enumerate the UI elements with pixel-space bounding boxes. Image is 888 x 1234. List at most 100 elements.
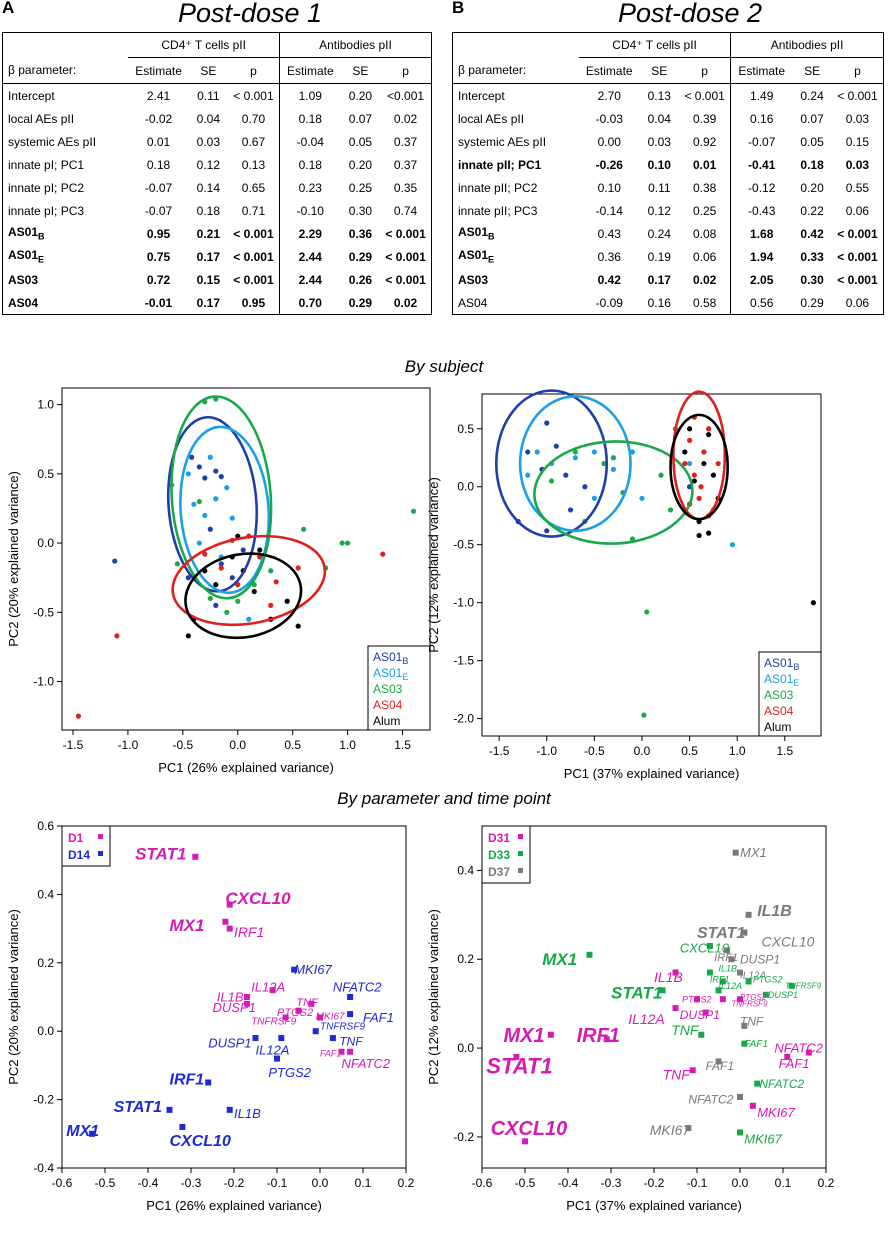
table-row: innate pI; PC1 0.18 0.12 0.13 0.18 0.20 0.37 <box>3 153 432 176</box>
data-point <box>224 609 230 615</box>
cell-se2: 0.05 <box>800 134 824 149</box>
gene-label: TNFRSF9 <box>785 982 822 991</box>
cell-e1: 2.41 <box>146 88 171 103</box>
cell-se1: 0.17 <box>196 295 221 310</box>
gene-marker <box>317 1014 323 1021</box>
legend-marker <box>98 851 103 856</box>
data-point <box>698 484 704 490</box>
gene-label: NFATC2 <box>333 979 382 994</box>
gene-label: DUSP1 <box>208 1036 251 1051</box>
gene-label: MKI67 <box>650 1122 692 1138</box>
cell-se1: 0.04 <box>196 111 221 126</box>
gene-label: STAT1 <box>114 1099 162 1116</box>
data-point <box>610 466 617 472</box>
x-tick-label: 0.1 <box>775 1176 792 1190</box>
row-label-text: AS04 <box>8 295 39 310</box>
panel-a-letter: A <box>2 0 15 17</box>
x-tick-label: 1.5 <box>776 744 793 758</box>
legend-entry-subscript: E <box>793 678 799 688</box>
legend-entry-text: AS04 <box>373 698 403 712</box>
gene-label: CXCL10 <box>680 941 730 956</box>
data-point <box>185 575 191 581</box>
data-point <box>563 472 569 478</box>
row-label: AS01E <box>453 245 580 268</box>
data-point <box>235 598 241 604</box>
legend-entry-subscript: B <box>793 662 799 672</box>
y-tick-label: -1.5 <box>453 654 474 668</box>
gene-label: MKI67 <box>294 962 332 977</box>
table-row: AS01B 0.95 0.21 < 0.001 2.29 0.36 < 0.001 <box>3 222 432 245</box>
gene-label: IL1B <box>234 1106 261 1121</box>
row-label-text: innate pII; PC2 <box>458 180 538 195</box>
cell-se1: 0.18 <box>196 203 221 218</box>
cell-p2: 0.03 <box>845 157 870 172</box>
col-estimate: Estimate <box>730 57 793 84</box>
x-axis-label: PC1 (37% explained variance) <box>566 1198 742 1213</box>
cell-p1: 0.01 <box>692 157 717 172</box>
group-cd4-header: CD4⁺ T cells pII <box>579 32 731 58</box>
cell-p2: 0.74 <box>393 203 418 218</box>
gene-marker <box>741 929 748 936</box>
x-tick-label: 1.5 <box>394 738 411 752</box>
confidence-ellipse <box>494 389 609 538</box>
gene-label: MKI67 <box>744 1132 782 1147</box>
confidence-ellipse <box>533 440 694 545</box>
cell-se2: 0.20 <box>800 180 824 195</box>
cell-se2: 0.18 <box>800 157 824 172</box>
gene-marker <box>226 1106 233 1113</box>
cell-se2: 0.07 <box>800 111 824 126</box>
data-point <box>196 540 202 546</box>
gene-label: IL12A <box>251 979 285 994</box>
gene-label: TNFRSF9 <box>320 1022 365 1033</box>
y-tick-label: -0.4 <box>33 1161 54 1175</box>
y-tick-label: 0.5 <box>37 467 54 481</box>
cell-se1: 0.17 <box>196 249 221 264</box>
cell-p2: 0.06 <box>845 203 870 218</box>
gene-marker <box>737 1093 743 1100</box>
gene-label: MX1 <box>66 1123 99 1140</box>
table-row: innate pII; PC3 -0.14 0.12 0.25 -0.43 0.22 0.0… <box>453 199 884 222</box>
cell-e1: -0.07 <box>144 180 173 195</box>
data-point <box>114 633 120 639</box>
gene-label: NFATC2 <box>759 1077 804 1091</box>
col-p: p <box>831 57 884 84</box>
cell-se2: 0.36 <box>348 226 373 241</box>
data-point <box>696 532 702 539</box>
gene-marker <box>749 1102 756 1109</box>
gene-marker <box>672 969 679 976</box>
cell-e1: 2.70 <box>597 88 621 103</box>
gene-marker <box>732 849 739 856</box>
cell-e1: 0.00 <box>597 134 621 149</box>
gene-marker <box>312 1028 319 1035</box>
gene-marker <box>784 1053 791 1060</box>
y-axis-label: PC2 (20% explained variance) <box>6 909 21 1085</box>
row-label-text: AS01 <box>8 248 39 263</box>
x-tick-label: -0.4 <box>558 1176 579 1190</box>
gene-marker <box>741 1022 748 1029</box>
data-point <box>548 478 555 484</box>
row-label-text: AS03 <box>8 272 39 287</box>
table-row: AS04 -0.09 0.16 0.58 0.56 0.29 0.06 <box>453 291 884 315</box>
confidence-ellipse <box>170 395 273 600</box>
x-tick-label: -0.1 <box>267 1176 288 1190</box>
cell-se2: 0.22 <box>800 203 824 218</box>
data-point <box>257 554 263 560</box>
legend-entry: D14 <box>68 848 90 862</box>
y-tick-label: 0.2 <box>457 952 474 966</box>
table-row: innate pI; PC3 -0.07 0.18 0.71 -0.10 0.30 0.74 <box>3 199 432 222</box>
cell-se2: 0.26 <box>348 272 373 287</box>
gene-marker <box>278 1035 285 1042</box>
data-point <box>706 431 712 438</box>
cell-p2: 0.15 <box>845 134 870 149</box>
y-tick-label: -1.0 <box>33 675 54 689</box>
gene-marker <box>741 1040 748 1047</box>
gene-label: TNF <box>740 1015 764 1029</box>
legend: D31 D33 D37 <box>481 825 531 884</box>
data-point <box>810 600 816 606</box>
cell-e2: 0.18 <box>278 107 341 130</box>
legend-entry: D33 <box>488 848 510 862</box>
gene-marker <box>719 978 726 985</box>
gene-label: IL12A <box>740 970 766 981</box>
gene-marker <box>685 1125 692 1132</box>
gene-label: DUSP1 <box>680 1008 720 1022</box>
